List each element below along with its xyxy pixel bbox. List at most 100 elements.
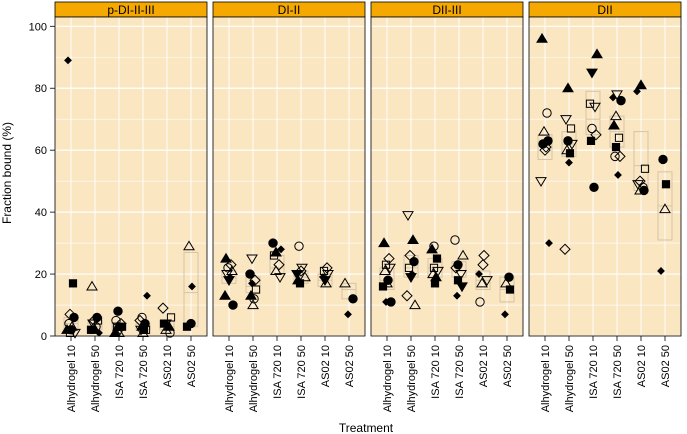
small-diamond-point	[633, 87, 641, 96]
open-diamond-point	[225, 259, 237, 271]
x-tick-label: Alhydrogel 50	[406, 345, 418, 412]
open-square-point	[65, 328, 75, 338]
panel-frame	[528, 16, 682, 337]
small-diamond-point	[64, 56, 72, 65]
open-circle-point	[249, 294, 259, 304]
y-tick-label: 0	[41, 331, 47, 343]
open-diamond-point	[383, 252, 395, 265]
open-down-triangle-point	[87, 319, 99, 330]
small-diamond-point	[143, 291, 151, 300]
open-down-triangle-point	[455, 269, 467, 280]
filled-square-point	[430, 279, 440, 288]
open-triangle-point	[409, 299, 421, 310]
open-down-triangle-point	[322, 269, 334, 280]
open-triangle-point	[457, 249, 469, 260]
filled-triangle-point	[219, 289, 231, 300]
small-diamond-point	[609, 93, 617, 102]
x-tick-label: Alhydrogel 50	[248, 345, 260, 412]
open-diamond-point	[559, 243, 571, 255]
open-circle-point	[542, 108, 552, 118]
x-tick-label: ISA 720 10	[272, 345, 284, 399]
y-tick-label: 100	[29, 21, 47, 33]
panel-4: DII	[528, 1, 682, 337]
filled-down-triangle-point	[291, 269, 303, 280]
open-triangle-point	[247, 299, 259, 310]
x-tick-label: AS02 50	[502, 345, 514, 387]
y-tick-label: 20	[35, 269, 47, 281]
open-square-point	[269, 251, 279, 260]
small-diamond-point	[344, 310, 352, 319]
panel-frame	[212, 16, 366, 337]
filled-circle-point	[639, 185, 649, 196]
open-triangle-point	[183, 240, 195, 251]
open-down-triangle-point	[274, 273, 286, 283]
panel-background	[55, 17, 207, 336]
open-circle-point	[450, 235, 460, 245]
x-tick-label: Alhydrogel 10	[224, 345, 236, 412]
filled-square-point	[661, 180, 671, 189]
filled-square-point	[565, 149, 575, 158]
filled-circle-point	[113, 306, 123, 316]
open-circle-point	[587, 123, 597, 134]
open-diamond-point	[539, 144, 551, 156]
open-down-triangle-point	[296, 263, 308, 274]
open-triangle-point	[339, 277, 351, 288]
filled-circle-point	[589, 182, 599, 193]
panel-background	[371, 17, 523, 336]
open-down-triangle-point	[589, 102, 601, 113]
small-diamond-point	[277, 245, 285, 254]
x-tick-label: AS02 10	[320, 345, 332, 387]
x-tick-label: AS02 50	[344, 345, 356, 387]
y-tick-label: 80	[35, 83, 47, 95]
x-tick-label: Alhydrogel 10	[540, 345, 552, 412]
y-axis: 0 20 40 60 80 100	[29, 21, 55, 343]
filled-triangle-point	[407, 234, 419, 245]
small-diamond-point	[657, 267, 665, 275]
x-tick-label: ISA 720 50	[612, 345, 624, 399]
panel-frame	[54, 16, 208, 337]
open-triangle-point	[86, 280, 98, 291]
filled-triangle-point	[608, 119, 620, 130]
small-diamond-point	[545, 239, 553, 247]
open-circle-point	[294, 241, 304, 251]
filled-square-point	[586, 136, 596, 145]
small-diamond-point	[565, 158, 573, 167]
open-down-triangle-point	[384, 263, 396, 274]
x-tick-label: Alhydrogel 10	[66, 345, 78, 412]
x-tick-label: ISA 720 50	[296, 345, 308, 399]
open-diamond-point	[295, 265, 307, 277]
panel-strip-label: DII-III	[432, 3, 461, 17]
filled-triangle-point	[635, 79, 647, 90]
open-down-triangle-point	[611, 90, 623, 101]
points-group	[61, 56, 196, 339]
filled-square-point	[182, 322, 192, 331]
open-diamond-point	[450, 262, 462, 274]
open-diamond-point	[540, 141, 552, 153]
points-group	[535, 32, 671, 275]
points-group	[219, 238, 358, 319]
panel-2: DI-II	[212, 1, 366, 337]
open-down-triangle-point	[535, 177, 547, 187]
filled-circle-point	[658, 154, 668, 165]
filled-down-triangle-point	[223, 276, 235, 287]
filled-triangle-point	[562, 82, 574, 93]
filled-square-point	[432, 254, 442, 263]
panel-frame	[370, 16, 524, 337]
panel-background	[529, 17, 681, 336]
small-diamond-point	[188, 282, 196, 291]
filled-triangle-point	[426, 243, 438, 254]
open-square-point	[640, 164, 650, 173]
filled-triangle-point	[378, 237, 390, 248]
filled-down-triangle-point	[319, 276, 331, 287]
open-diamond-point	[401, 290, 413, 302]
filled-square-point	[68, 279, 78, 288]
panel-strip-label: DII	[597, 3, 612, 17]
filled-square-point	[611, 142, 621, 152]
filled-down-triangle-point	[586, 68, 598, 79]
open-down-triangle-point	[481, 276, 493, 287]
x-tick-label: AS02 10	[162, 345, 174, 387]
open-diamond-point	[614, 150, 626, 163]
open-triangle-point	[379, 265, 391, 276]
open-down-triangle-point	[246, 254, 258, 265]
